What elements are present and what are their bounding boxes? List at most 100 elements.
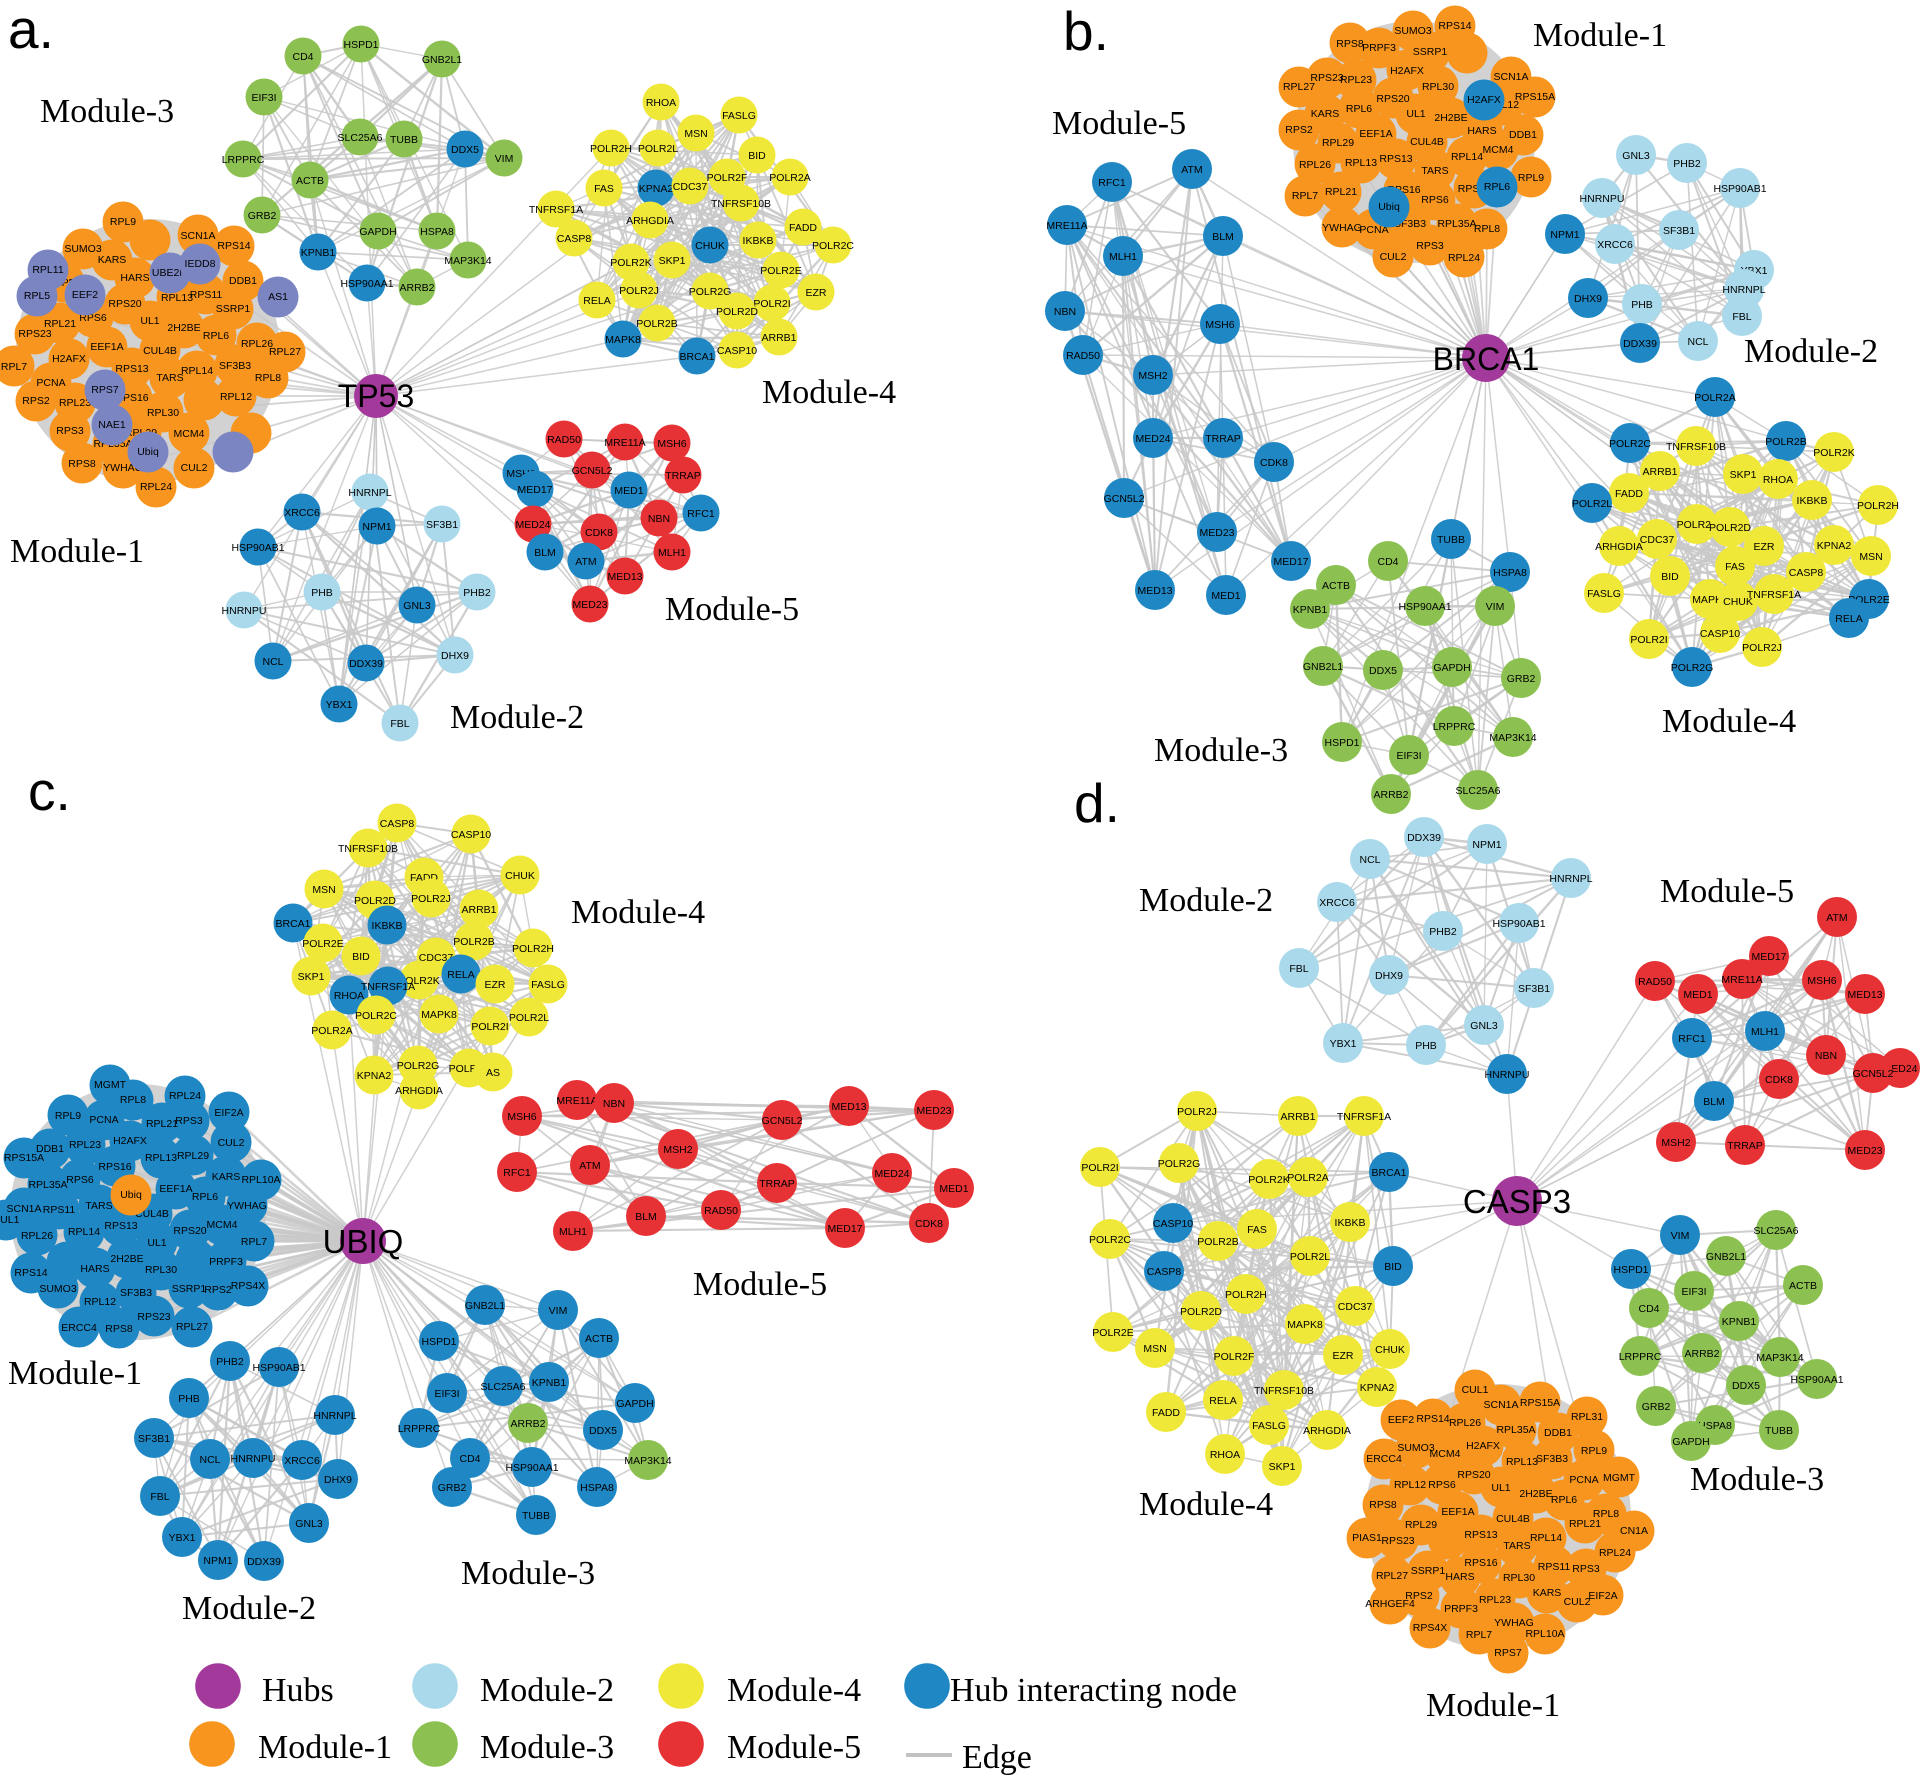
svg-text:CDK8: CDK8 [585, 527, 613, 539]
svg-text:POLR2L: POLR2L [1572, 498, 1612, 510]
svg-text:MGMT: MGMT [1603, 1472, 1636, 1484]
svg-text:Module-5: Module-5 [693, 1266, 827, 1303]
svg-text:KPNB1: KPNB1 [1722, 1316, 1757, 1328]
svg-text:RPL35A: RPL35A [28, 1179, 67, 1191]
svg-text:MSH6: MSH6 [1205, 319, 1234, 331]
svg-text:HSP90AB1: HSP90AB1 [1713, 183, 1766, 195]
svg-text:RPS6: RPS6 [1421, 194, 1449, 206]
svg-text:RPL13: RPL13 [1506, 1456, 1538, 1468]
svg-text:GNL3: GNL3 [1622, 150, 1650, 162]
svg-text:RPL21: RPL21 [44, 318, 76, 330]
svg-text:ARHGEF4: ARHGEF4 [1365, 1598, 1415, 1610]
svg-text:DDB1: DDB1 [1544, 1427, 1572, 1439]
svg-text:NBN: NBN [1054, 306, 1076, 318]
svg-text:GAPDH: GAPDH [359, 226, 396, 238]
svg-text:ARHGDIA: ARHGDIA [395, 1085, 443, 1097]
svg-text:Hubs: Hubs [262, 1672, 334, 1709]
svg-text:RPL29: RPL29 [1322, 137, 1354, 149]
svg-text:ARRB2: ARRB2 [399, 282, 434, 294]
svg-text:CUL2: CUL2 [181, 462, 208, 474]
svg-text:RPL6: RPL6 [1346, 103, 1372, 115]
svg-text:FASLG: FASLG [722, 110, 756, 122]
svg-text:RPL21: RPL21 [1569, 1518, 1601, 1530]
svg-text:RPL30: RPL30 [145, 1264, 177, 1276]
svg-text:POLR2J: POLR2J [619, 285, 659, 297]
svg-text:ERCC4: ERCC4 [1366, 1453, 1402, 1465]
svg-text:HNRNPL: HNRNPL [1549, 873, 1592, 885]
svg-text:HNRNPL: HNRNPL [348, 487, 391, 499]
svg-text:KARS: KARS [212, 1171, 241, 1183]
svg-text:DDX5: DDX5 [1369, 665, 1397, 677]
svg-text:RPS14: RPS14 [1438, 20, 1471, 32]
svg-text:HNRNPU: HNRNPU [1485, 1069, 1530, 1081]
svg-text:UBE2M: UBE2M [152, 267, 188, 279]
svg-text:HSPD1: HSPD1 [343, 39, 378, 51]
svg-text:2H2BE: 2H2BE [110, 1253, 143, 1265]
svg-text:YBX1: YBX1 [326, 699, 353, 711]
svg-text:MSH2: MSH2 [663, 1144, 692, 1156]
svg-text:RPS8: RPS8 [68, 458, 96, 470]
svg-text:Module-4: Module-4 [1139, 1486, 1273, 1523]
svg-text:HSPA8: HSPA8 [420, 226, 454, 238]
svg-text:RPS4X: RPS4X [1413, 1622, 1447, 1634]
svg-text:RPS20: RPS20 [108, 298, 141, 310]
svg-text:SF3B1: SF3B1 [1518, 983, 1550, 995]
svg-text:TNFRSF10B: TNFRSF10B [711, 198, 771, 210]
svg-text:MAPK8: MAPK8 [421, 1009, 457, 1021]
svg-text:YWHAG: YWHAG [227, 1200, 267, 1212]
svg-text:MED23: MED23 [1847, 1145, 1882, 1157]
svg-text:Module-4: Module-4 [1662, 703, 1796, 740]
svg-text:RAD50: RAD50 [1638, 976, 1672, 988]
svg-text:HNRNPL: HNRNPL [313, 1410, 356, 1422]
svg-text:CDK8: CDK8 [915, 1218, 943, 1230]
svg-text:PHB: PHB [178, 1393, 200, 1405]
svg-text:MRE11A: MRE11A [604, 437, 645, 449]
svg-text:POLR2B: POLR2B [636, 318, 677, 330]
svg-text:POLR2A: POLR2A [311, 1025, 352, 1037]
svg-text:POLR2H: POLR2H [1857, 500, 1899, 512]
svg-text:Module-3: Module-3 [461, 1555, 595, 1592]
svg-text:RPS3: RPS3 [1572, 1563, 1600, 1575]
svg-text:EZR: EZR [1754, 541, 1775, 553]
svg-text:TRRAP: TRRAP [759, 1178, 795, 1190]
svg-text:SKP1: SKP1 [1269, 1461, 1296, 1473]
svg-text:SUMO3: SUMO3 [1394, 25, 1432, 37]
svg-text:SUMO3: SUMO3 [64, 243, 102, 255]
svg-text:RPL29: RPL29 [1405, 1519, 1437, 1531]
svg-text:BLM: BLM [534, 547, 556, 559]
svg-text:RPS2: RPS2 [1405, 1590, 1433, 1602]
svg-text:RHOA: RHOA [646, 97, 676, 109]
svg-text:KPNB1: KPNB1 [301, 247, 336, 259]
svg-text:RPL11: RPL11 [32, 264, 63, 276]
svg-text:MSN: MSN [1859, 551, 1882, 563]
svg-text:PRPF3: PRPF3 [209, 1256, 243, 1268]
svg-text:GRB2: GRB2 [438, 1482, 467, 1494]
svg-text:MED1: MED1 [939, 1183, 968, 1195]
svg-text:EEF1A: EEF1A [90, 341, 123, 353]
svg-text:EZR: EZR [806, 287, 827, 299]
svg-text:RPL26: RPL26 [21, 1230, 53, 1242]
svg-text:FAS: FAS [1725, 561, 1745, 573]
svg-text:RPS20: RPS20 [173, 1225, 206, 1237]
svg-text:SKP1: SKP1 [298, 971, 325, 983]
svg-text:POLR2L: POLR2L [638, 143, 678, 155]
svg-text:Ubiq: Ubiq [120, 1189, 142, 1201]
svg-text:RPS15A: RPS15A [1515, 91, 1555, 103]
svg-text:TARS: TARS [1421, 165, 1448, 177]
svg-text:Module-2: Module-2 [450, 699, 584, 736]
svg-text:RPL9: RPL9 [1581, 1445, 1607, 1457]
svg-text:KPNA2: KPNA2 [1360, 1382, 1395, 1394]
svg-text:BID: BID [1384, 1261, 1402, 1273]
svg-text:ATM: ATM [575, 556, 596, 568]
svg-text:POLR2D: POLR2D [716, 306, 758, 318]
svg-text:CUL4B: CUL4B [143, 345, 177, 357]
svg-text:RPS2: RPS2 [204, 1284, 232, 1296]
svg-text:DDX39: DDX39 [1407, 832, 1441, 844]
svg-text:CASP10: CASP10 [451, 829, 491, 841]
svg-text:NCL: NCL [199, 1454, 220, 1466]
svg-text:POLR2A: POLR2A [1287, 1172, 1328, 1184]
svg-text:NPM1: NPM1 [1550, 229, 1579, 241]
svg-text:BRCA1: BRCA1 [275, 918, 310, 930]
svg-text:EEF1A: EEF1A [159, 1183, 192, 1195]
svg-text:RPS23: RPS23 [137, 1311, 170, 1323]
